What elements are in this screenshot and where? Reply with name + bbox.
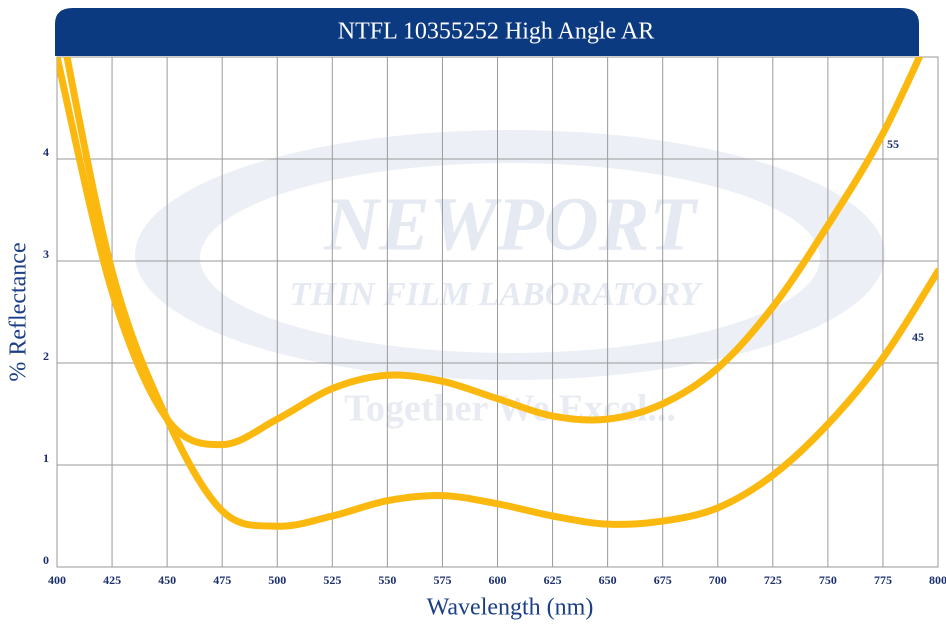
y-tick-label: 2 (43, 349, 49, 363)
x-tick-label: 575 (433, 573, 451, 587)
x-axis-label: Wavelength (nm) (427, 595, 594, 621)
x-tick-label: 800 (929, 573, 946, 587)
x-tick-label: 750 (819, 573, 837, 587)
watermark-text: NEWPORT (323, 182, 698, 266)
x-tick-label: 525 (323, 573, 341, 587)
watermark-ellipse-inner (200, 163, 820, 353)
y-tick-label: 3 (43, 247, 49, 261)
watermark: NEWPORT THIN FILM LABORATORY Together We… (135, 130, 885, 430)
line-series (63, 57, 938, 530)
x-tick-label: 450 (158, 573, 176, 587)
chart-title: NTFL 10355252 High Angle AR (338, 19, 654, 45)
x-tick-label: 775 (874, 573, 892, 587)
x-tick-label: 600 (489, 573, 507, 587)
x-tick-label: 475 (213, 573, 231, 587)
watermark-text: Together We Excel... (344, 388, 676, 430)
x-tick-label: 700 (709, 573, 727, 587)
x-tick-label: 625 (544, 573, 562, 587)
watermark-text: THIN FILM LABORATORY (290, 276, 704, 313)
series-label: 45 (912, 330, 924, 344)
plot-lines (57, 57, 938, 530)
x-tick-label: 400 (48, 573, 66, 587)
y-axis-label: % Reflectance (6, 242, 32, 381)
y-tick-label: 4 (43, 145, 49, 159)
x-tick-label: 675 (654, 573, 672, 587)
y-tick-label: 0 (43, 553, 49, 567)
x-tick-label: 725 (764, 573, 782, 587)
x-tick-label: 550 (378, 573, 396, 587)
series-label: 55 (887, 137, 899, 151)
title-bar (55, 8, 919, 56)
x-tick-label: 425 (103, 573, 121, 587)
x-tick-label: 500 (268, 573, 286, 587)
x-tick-label: 650 (599, 573, 617, 587)
y-tick-label: 1 (43, 451, 49, 465)
